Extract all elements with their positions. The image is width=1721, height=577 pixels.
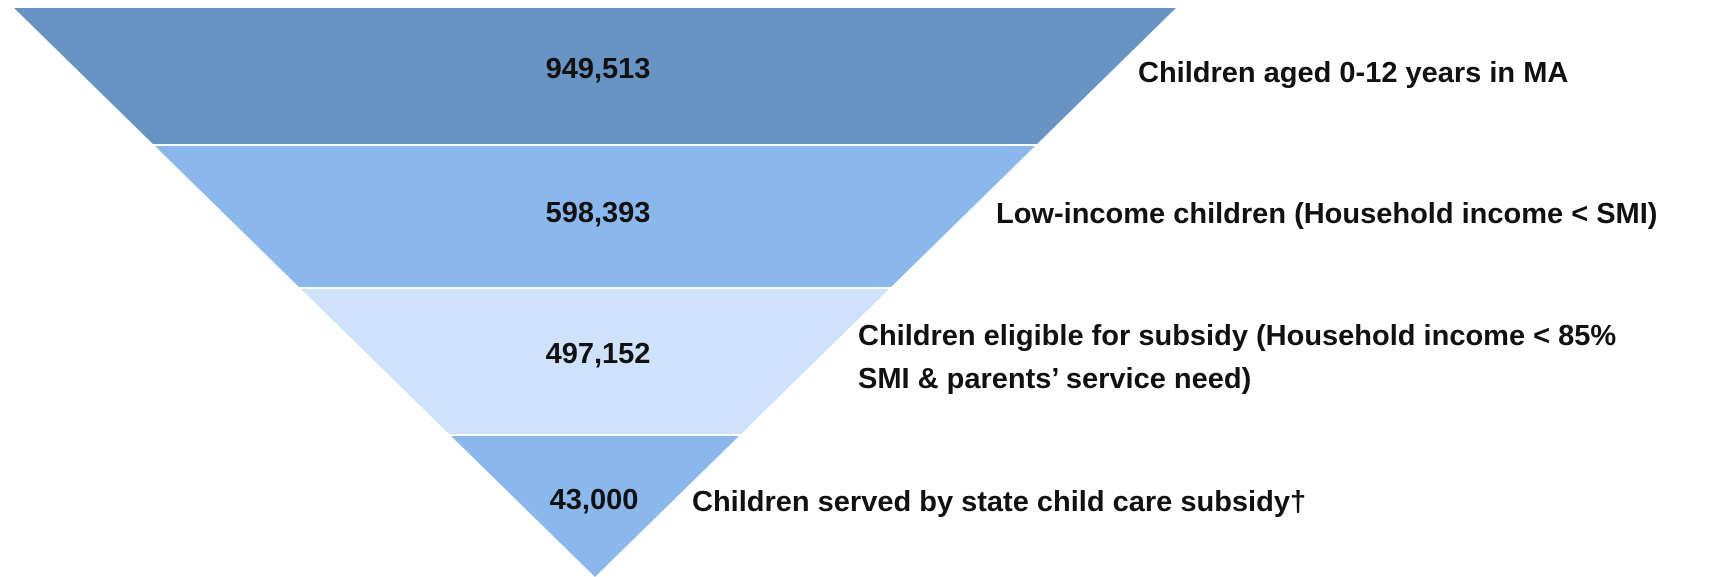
funnel-band-2 — [154, 146, 1036, 287]
funnel-stage-label-2-line-1: Low-income children (Household income < … — [996, 198, 1657, 230]
funnel-value-1: 949,513 — [546, 53, 651, 85]
funnel-band-1 — [14, 8, 1176, 144]
funnel-band-3 — [300, 289, 890, 434]
funnel-stage-label-3-line-2: SMI & parents’ service need) — [858, 363, 1251, 395]
funnel-stage-label-4-line-1: Children served by state child care subs… — [692, 486, 1306, 518]
funnel-values: 949,513 598,393 497,152 43,000 — [546, 53, 651, 516]
funnel-bands — [14, 8, 1176, 577]
funnel-stage-label-3-line-1: Children eligible for subsidy (Household… — [858, 320, 1616, 352]
funnel-labels: Children aged 0-12 years in MA Low-income… — [692, 57, 1657, 518]
funnel-stage-label-1-line-1: Children aged 0-12 years in MA — [1138, 57, 1568, 89]
funnel-value-3: 497,152 — [546, 338, 651, 370]
funnel-band-4 — [451, 436, 739, 577]
funnel-value-2: 598,393 — [546, 197, 651, 229]
funnel-value-4: 43,000 — [550, 484, 639, 516]
